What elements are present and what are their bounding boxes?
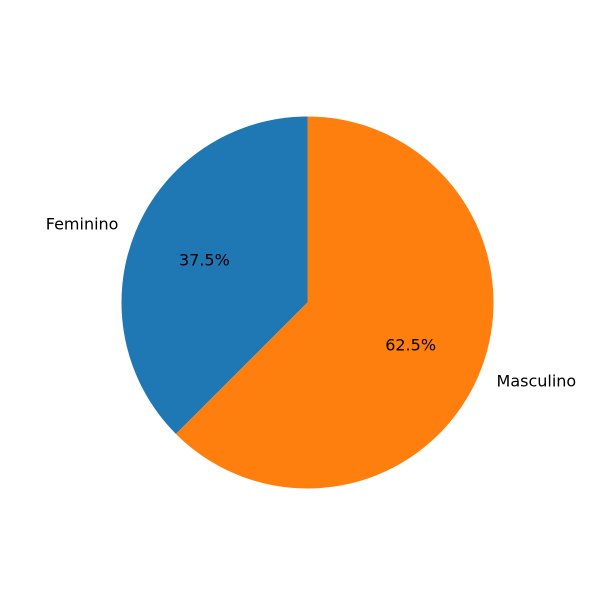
pie-slices (121, 116, 494, 489)
pie-slice-feminino (121, 116, 308, 435)
slice-percent-masculino: 62.5% (385, 336, 436, 355)
pie-slice-masculino (175, 116, 494, 489)
pie-labels: Feminino 37.5% Masculino 62.5% (46, 215, 576, 391)
slice-label-feminino: Feminino (46, 215, 119, 234)
slice-percent-feminino: 37.5% (179, 250, 230, 269)
slice-label-masculino: Masculino (497, 371, 577, 390)
